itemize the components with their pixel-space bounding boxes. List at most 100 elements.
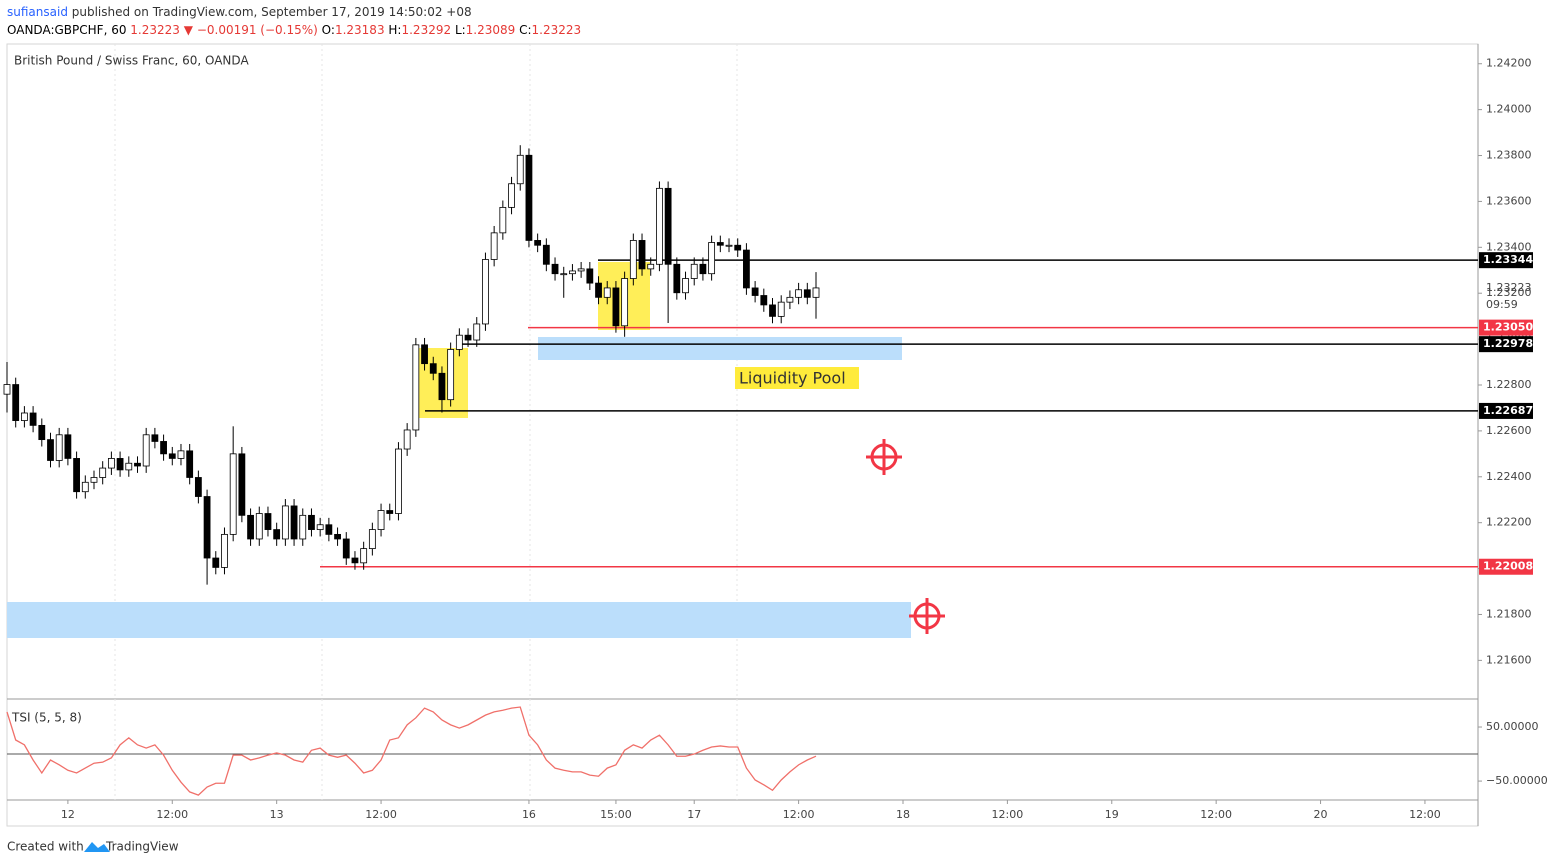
level-tag <box>1479 336 1533 353</box>
candle-body <box>29 412 37 426</box>
level-tag <box>1479 402 1533 419</box>
candle-body <box>473 323 481 341</box>
candle-body <box>125 462 133 471</box>
x-tick-label: 16 <box>522 808 536 821</box>
candle-body <box>360 548 368 564</box>
candle-body <box>47 439 54 461</box>
ohlc-label: H: <box>388 23 401 37</box>
candle-body <box>447 349 455 401</box>
y-tick-label: 1.23600 <box>1486 194 1532 207</box>
liquidity-zone <box>538 337 902 360</box>
candle-body <box>586 268 594 284</box>
candle-body <box>351 557 359 564</box>
candle-body <box>142 434 150 467</box>
candle-body <box>708 242 716 275</box>
candle-body <box>151 434 159 442</box>
candle-body <box>403 429 411 450</box>
ohlc-value: 1.23089 <box>466 23 516 37</box>
candle-body <box>334 533 341 540</box>
candle-body <box>273 529 281 540</box>
x-tick-label: 20 <box>1314 808 1328 821</box>
candle-body <box>308 514 315 530</box>
candle-body <box>386 510 394 514</box>
marks <box>3 145 1478 796</box>
candle-body <box>577 268 585 272</box>
x-tick-label: 13 <box>270 808 284 821</box>
candle-body <box>325 524 333 535</box>
x-tick-label: 12:00 <box>365 808 397 821</box>
footer-created: Created with <box>7 840 84 854</box>
candle-body <box>569 270 576 275</box>
candle-body <box>20 412 28 421</box>
candle-body <box>238 453 246 516</box>
candle-body <box>673 263 681 294</box>
x-tick-label: 12 <box>61 808 75 821</box>
author[interactable]: sufiansaid <box>7 5 68 19</box>
candle-body <box>725 244 733 247</box>
brand-logo <box>84 842 110 852</box>
candle-body <box>777 301 785 317</box>
candle-body <box>90 477 98 483</box>
indicator-name: TSI (5, 5, 8) <box>11 711 82 725</box>
candle-body <box>3 384 11 395</box>
candle-body <box>612 287 620 327</box>
countdown: 09:59 <box>1486 298 1518 311</box>
annotation-box <box>735 367 859 389</box>
candle-body <box>81 481 89 493</box>
x-tick-label: 12:00 <box>1200 808 1232 821</box>
candle-body <box>255 513 263 540</box>
candle-body <box>203 496 211 559</box>
ohlc-value: 1.23183 <box>335 23 385 37</box>
candle-body <box>525 154 533 241</box>
candle-body <box>247 514 254 540</box>
candle-body <box>795 289 803 298</box>
candle-body <box>482 259 489 325</box>
candle-body <box>377 510 385 530</box>
level-label: 1.22687 <box>1483 404 1533 417</box>
footer-brand[interactable]: TradingView <box>105 840 179 854</box>
level-tag <box>1479 558 1533 575</box>
candle-body <box>490 232 498 260</box>
target-icon <box>909 598 945 634</box>
candle-body <box>751 287 759 296</box>
candle-body <box>499 206 507 234</box>
tsi-tick-label: 50.00000 <box>1486 720 1539 733</box>
candle-body <box>107 458 115 469</box>
candle-body <box>734 244 742 251</box>
candle-body <box>542 244 550 265</box>
last: 1.23223 <box>130 23 180 37</box>
candle-body <box>134 462 141 467</box>
candle-body <box>682 278 689 294</box>
candle-body <box>368 529 376 550</box>
candle-body <box>412 344 420 431</box>
header-line: OANDA:GBPCHF, 60 1.23223 ▼ −0.00191 (−0.… <box>7 23 581 37</box>
candle-body <box>551 263 559 275</box>
candle-body <box>769 304 776 317</box>
candle-body <box>629 240 637 279</box>
candle-body <box>160 441 167 455</box>
tsi-line <box>6 706 817 796</box>
candle-body <box>455 334 463 350</box>
candle-body <box>656 187 663 265</box>
candle-body <box>690 263 698 279</box>
level-tag <box>1479 252 1533 269</box>
candle-body <box>803 289 811 298</box>
candle-body <box>342 538 350 559</box>
candle-body <box>534 240 542 246</box>
candle-body <box>316 524 324 530</box>
change: −0.00191 (−0.15%) <box>197 23 318 37</box>
x-tick-label: 12:00 <box>783 808 815 821</box>
candle-body <box>508 183 515 208</box>
y-tick-label: 1.21800 <box>1486 607 1532 620</box>
current-price: 1.23223 <box>1486 281 1532 294</box>
y-tick-label: 1.24200 <box>1486 57 1532 70</box>
candle-body <box>168 453 176 459</box>
level-label: 1.22008 <box>1483 560 1533 573</box>
candle-body <box>560 273 568 276</box>
candle-body <box>647 263 655 270</box>
candle-body <box>264 513 272 530</box>
candle-body <box>786 296 794 303</box>
level-tag <box>1479 319 1533 336</box>
candle-body <box>116 458 124 471</box>
